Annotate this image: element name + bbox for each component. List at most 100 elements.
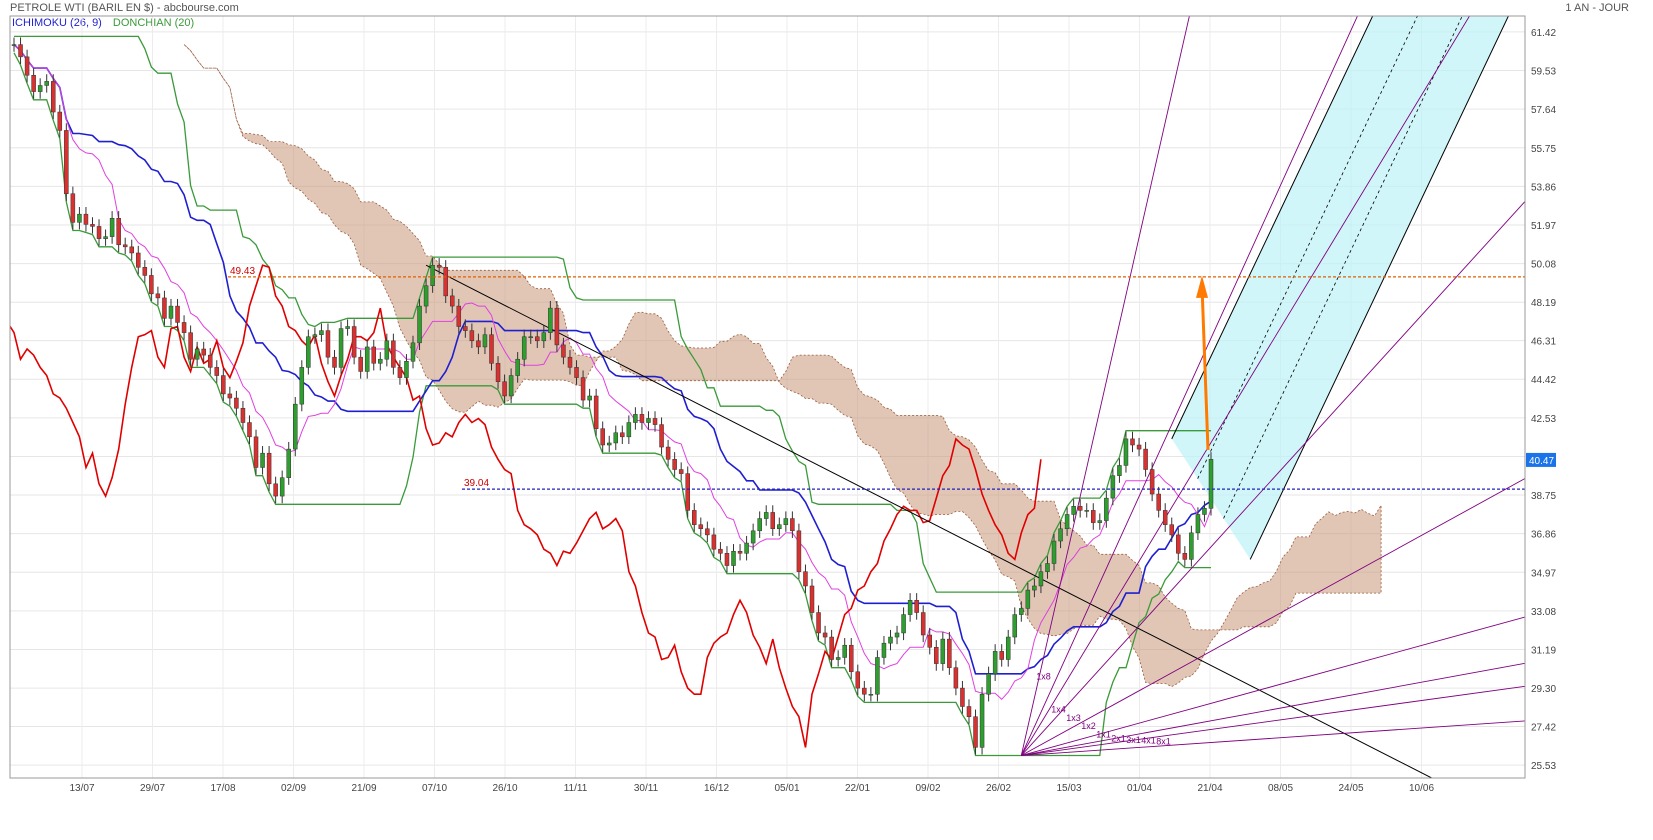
candle-body	[659, 424, 664, 448]
y-tick-label: 46.31	[1531, 337, 1556, 348]
plot-frame	[9, 15, 1526, 779]
candle-body	[692, 510, 697, 525]
candle-body	[567, 356, 573, 368]
candle-body	[24, 56, 30, 76]
y-tick-label: 48.19	[1531, 298, 1556, 309]
candle-body	[286, 448, 291, 478]
candle-body	[816, 612, 821, 634]
candle-body	[763, 512, 769, 519]
candle-body	[1189, 532, 1194, 560]
candle-body	[835, 657, 841, 660]
candle-body	[1162, 510, 1168, 525]
candle-body	[430, 264, 435, 286]
candle-body	[790, 518, 795, 532]
fork-median	[1197, 16, 1418, 479]
candle-body	[37, 85, 43, 92]
candle-body	[685, 473, 690, 511]
x-axis: 13/07 29/07 17/08 02/09 21/09 07/10 26/10 11/11…	[69, 783, 1434, 794]
candle-body	[639, 414, 645, 423]
candle-body	[463, 326, 468, 331]
y-tick-label: 33.08	[1531, 607, 1556, 618]
candle-body	[724, 553, 730, 566]
fan-label: 1x1	[1096, 729, 1111, 739]
donchian-upper	[14, 35, 1211, 593]
x-tick-label: 09/02	[915, 783, 940, 794]
candle-body	[1071, 506, 1076, 515]
y-tick-label: 53.86	[1531, 182, 1556, 193]
fan-line	[1020, 16, 1471, 756]
candle-body	[901, 614, 906, 634]
candle-body	[940, 638, 946, 664]
candle-body	[718, 548, 723, 554]
last-price-badge	[1526, 452, 1556, 467]
candle-body	[482, 334, 488, 348]
candle-body	[221, 375, 226, 395]
candle-body	[737, 550, 743, 554]
candle-body	[907, 600, 913, 615]
x-tick-label: 21/04	[1197, 783, 1222, 794]
x-tick-label: 17/08	[210, 783, 235, 794]
candle-body	[973, 716, 978, 748]
period-label[interactable]: 1 AN - JOUR	[1565, 2, 1629, 14]
candle-body	[515, 358, 520, 376]
candle-body	[495, 363, 501, 382]
candle-body	[796, 530, 802, 572]
y-tick-label: 50.08	[1531, 260, 1556, 271]
y-tick-label: 34.97	[1531, 568, 1556, 579]
candle-body	[423, 285, 429, 307]
candle-body	[862, 687, 867, 695]
candle-body	[194, 348, 200, 360]
candle-body	[273, 483, 278, 497]
candle-body	[122, 244, 128, 248]
level-label: 39.04	[464, 478, 489, 489]
chikou-line	[10, 264, 1042, 748]
y-tick-label: 31.19	[1531, 646, 1556, 657]
y-tick-label: 44.42	[1531, 375, 1556, 386]
candle-body	[83, 213, 89, 225]
candle-body	[1123, 438, 1129, 466]
candle-body	[822, 632, 828, 638]
andrews-fork	[425, 16, 1509, 778]
candle-body	[888, 636, 893, 644]
candle-body	[325, 330, 331, 358]
trend-line	[425, 264, 1433, 778]
candle-body	[1117, 465, 1122, 476]
candle-body	[1136, 444, 1142, 450]
candle-body	[646, 418, 651, 423]
candle-body	[855, 671, 861, 689]
candle-body	[260, 452, 265, 468]
candle-body	[312, 334, 318, 337]
candle-body	[920, 612, 926, 636]
candle-body	[777, 524, 782, 530]
candle-body	[319, 330, 324, 335]
candle-body	[1058, 528, 1063, 542]
candle-body	[469, 330, 475, 342]
candle-body	[240, 407, 246, 423]
fan-label: 1x3	[1066, 713, 1081, 723]
tenkan-line	[13, 44, 1212, 701]
x-tick-label: 11/11	[564, 783, 588, 794]
fan-line	[1021, 720, 1525, 756]
candle-body	[1130, 438, 1135, 446]
candle-body	[449, 295, 455, 307]
x-tick-label: 22/01	[845, 783, 870, 794]
fan-label: 4x1	[1141, 735, 1156, 745]
candle-body	[881, 642, 887, 658]
candle-body	[665, 446, 671, 460]
legend-donchian: DONCHIAN (20)	[112, 17, 195, 29]
candle-body	[927, 634, 932, 648]
candle-body	[554, 307, 560, 346]
candle-body	[266, 452, 272, 485]
candle-body	[757, 518, 762, 532]
target-arrow-head	[1196, 275, 1208, 298]
candle-body	[109, 217, 115, 237]
candle-body	[1019, 608, 1024, 615]
candle-body	[508, 375, 514, 397]
candle-body	[443, 267, 448, 297]
candle-body	[750, 530, 756, 544]
candle-body	[136, 252, 141, 268]
candle-body	[168, 305, 174, 319]
candle-body	[207, 354, 213, 368]
chart-title: PETROLE WTI (BARIL EN $) - abcbourse.com	[10, 2, 239, 14]
